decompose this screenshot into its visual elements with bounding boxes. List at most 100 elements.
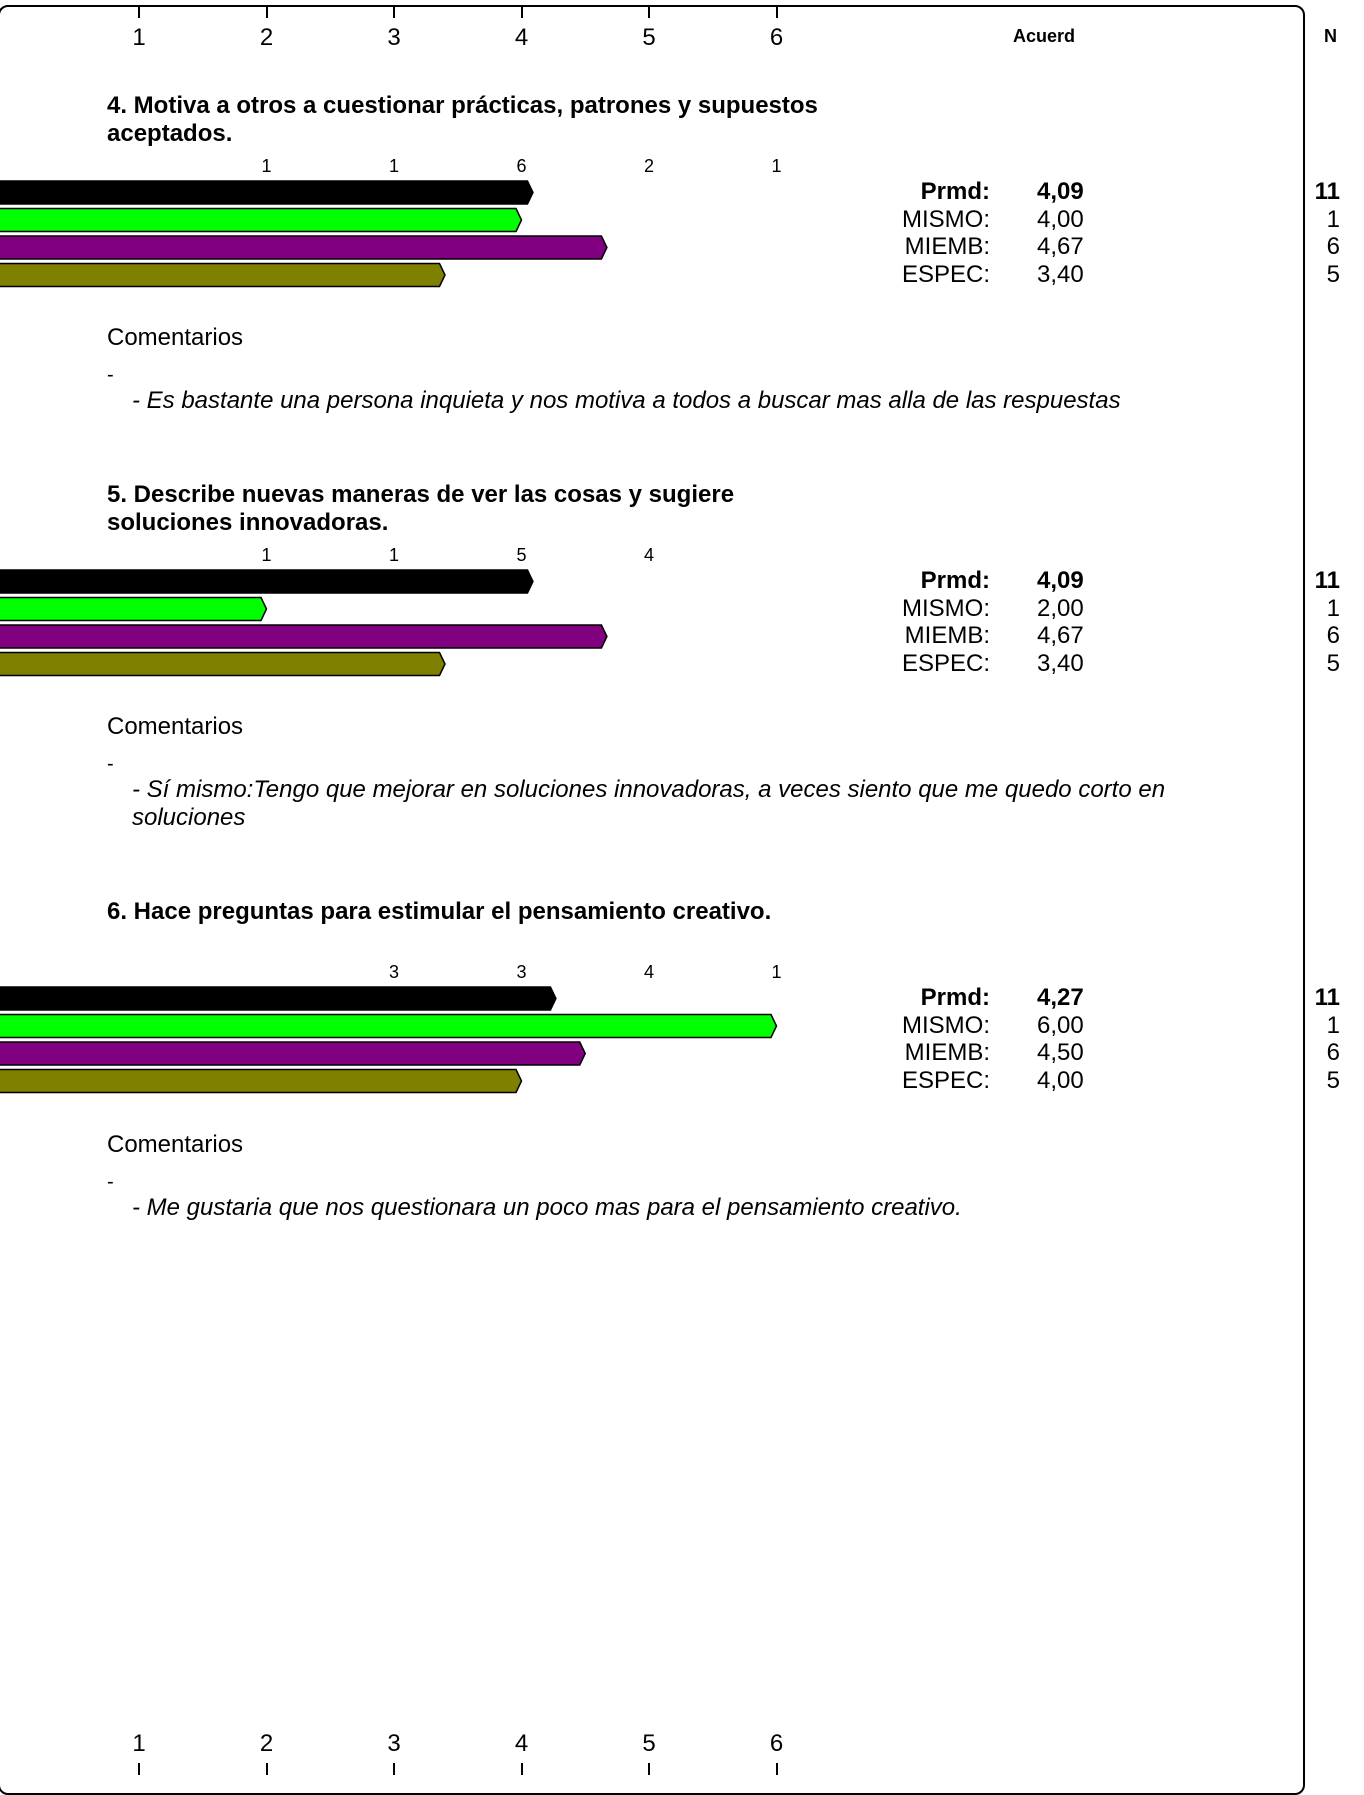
stat-n: 11 — [1314, 178, 1340, 205]
comment-dash: - — [107, 1171, 114, 1193]
stat-label: ESPEC: — [901, 649, 990, 677]
axis-tick-label: 4 — [514, 24, 529, 51]
stat-label: Prmd: — [920, 178, 990, 205]
response-counts: 1 1 5 4 — [0, 545, 1364, 567]
stat-value: 4,27 — [1037, 984, 1084, 1011]
axis-tick-mark — [138, 6, 140, 18]
stat-value: 3,40 — [1037, 260, 1084, 288]
axis-tick-label: 3 — [387, 1730, 401, 1757]
response-count: 6 — [516, 156, 527, 176]
axis-tick-label: 2 — [259, 24, 274, 51]
axis-tick-label: 3 — [387, 24, 401, 51]
stat-label: MIEMB: — [904, 233, 990, 260]
response-count: 2 — [643, 156, 654, 176]
stat-n: 5 — [1326, 649, 1340, 677]
axis-tick-mark — [520, 1763, 523, 1775]
stat-label: Prmd: — [920, 984, 990, 1011]
bar-mismo — [0, 207, 523, 233]
axis-tick-mark — [520, 6, 523, 18]
bar-miemb — [0, 624, 608, 649]
stat-value: 4,67 — [1037, 622, 1084, 649]
stat-label: ESPEC: — [901, 1066, 990, 1094]
stat-n: 1 — [1326, 1011, 1340, 1039]
axis-tick-mark — [393, 1763, 395, 1775]
question-title: 5. Describe nuevas maneras de ver las co… — [107, 481, 735, 536]
n-header: N — [1324, 26, 1337, 46]
axis-tick-mark — [648, 1763, 650, 1775]
response-count: 3 — [516, 962, 527, 982]
stat-value: 3,40 — [1037, 649, 1084, 677]
response-count: 3 — [388, 962, 399, 982]
axis-tick-label: 1 — [132, 24, 146, 51]
axis-tick-mark — [775, 1763, 778, 1775]
bar-mismo — [0, 596, 268, 622]
comments-heading: Comentarios — [107, 713, 244, 740]
comments-heading: Comentarios — [107, 324, 244, 351]
axis-tick-mark — [138, 1763, 140, 1775]
bar-prmd — [0, 569, 534, 594]
stat-label: Prmd: — [920, 567, 990, 594]
axis-tick-label: 2 — [259, 1730, 274, 1757]
stat-n: 1 — [1326, 594, 1340, 622]
comment-dash: - — [107, 753, 114, 775]
top-axis: 1 2 3 4 5 6 — [0, 6, 1364, 51]
stat-value: 4,09 — [1037, 178, 1084, 205]
stat-value: 2,00 — [1037, 594, 1084, 622]
comment-text: - Me gustaria que nos questionara un poc… — [132, 1194, 962, 1221]
bar-group — [0, 986, 778, 1094]
stat-label: MISMO: — [902, 205, 990, 233]
stat-n: 6 — [1326, 1039, 1340, 1066]
response-count: 1 — [771, 962, 782, 982]
axis-tick-label: 6 — [769, 24, 784, 51]
stat-label: MISMO: — [902, 594, 990, 622]
bar-espec — [0, 1068, 523, 1094]
bar-prmd — [0, 180, 534, 205]
response-count: 5 — [516, 545, 527, 565]
comments-heading: Comentarios — [107, 1131, 244, 1158]
response-count: 1 — [261, 156, 272, 176]
question-title: 4. Motiva a otros a cuestionar prácticas… — [107, 92, 818, 147]
response-count: 4 — [643, 962, 654, 982]
stat-label: MIEMB: — [904, 622, 990, 649]
axis-tick-label: 1 — [132, 1730, 146, 1757]
axis-tick-mark — [775, 6, 778, 18]
stat-value: 4,00 — [1037, 205, 1084, 233]
bar-group — [0, 180, 608, 288]
axis-tick-mark — [393, 6, 395, 18]
bar-mismo — [0, 1013, 778, 1039]
agreement-header: Acuerd — [1013, 26, 1076, 46]
bar-group — [0, 569, 608, 677]
stat-label: ESPEC: — [901, 260, 990, 288]
axis-tick-label: 6 — [769, 1730, 784, 1757]
axis-tick-label: 4 — [514, 1730, 529, 1757]
axis-tick-mark — [265, 6, 268, 18]
response-count: 1 — [261, 545, 272, 565]
stat-value: 4,00 — [1037, 1066, 1084, 1094]
stat-value: 4,67 — [1037, 233, 1084, 260]
stat-n: 6 — [1326, 233, 1340, 260]
response-count: 1 — [388, 156, 399, 176]
axis-tick-label: 5 — [642, 1730, 656, 1757]
stat-value: 4,50 — [1037, 1039, 1084, 1066]
comment-text: - Sí mismo:Tengo que mejorar en solucion… — [132, 776, 1166, 831]
axis-tick-label: 5 — [642, 24, 656, 51]
bar-miemb — [0, 235, 608, 260]
response-counts: 3 3 4 1 — [0, 962, 1364, 984]
bar-espec — [0, 262, 446, 288]
response-count: 1 — [388, 545, 399, 565]
question-title: 6. Hace preguntas para estimular el pens… — [107, 898, 772, 925]
axis-tick-mark — [648, 6, 650, 18]
stat-label: MIEMB: — [904, 1039, 990, 1066]
comment-dash: - — [107, 364, 114, 386]
stat-value: 4,09 — [1037, 567, 1084, 594]
stat-n: 5 — [1326, 1066, 1340, 1094]
stat-n: 11 — [1314, 567, 1340, 594]
comment-text: - Es bastante una persona inquieta y nos… — [132, 387, 1121, 414]
stat-n: 11 — [1314, 984, 1340, 1011]
axis-tick-mark — [265, 1763, 268, 1775]
response-counts: 1 1 6 2 1 — [0, 156, 1364, 178]
bar-prmd — [0, 986, 557, 1011]
stat-label: MISMO: — [902, 1011, 990, 1039]
bottom-axis: 1 2 3 4 5 6 — [0, 1730, 1364, 1775]
bar-espec — [0, 651, 446, 677]
